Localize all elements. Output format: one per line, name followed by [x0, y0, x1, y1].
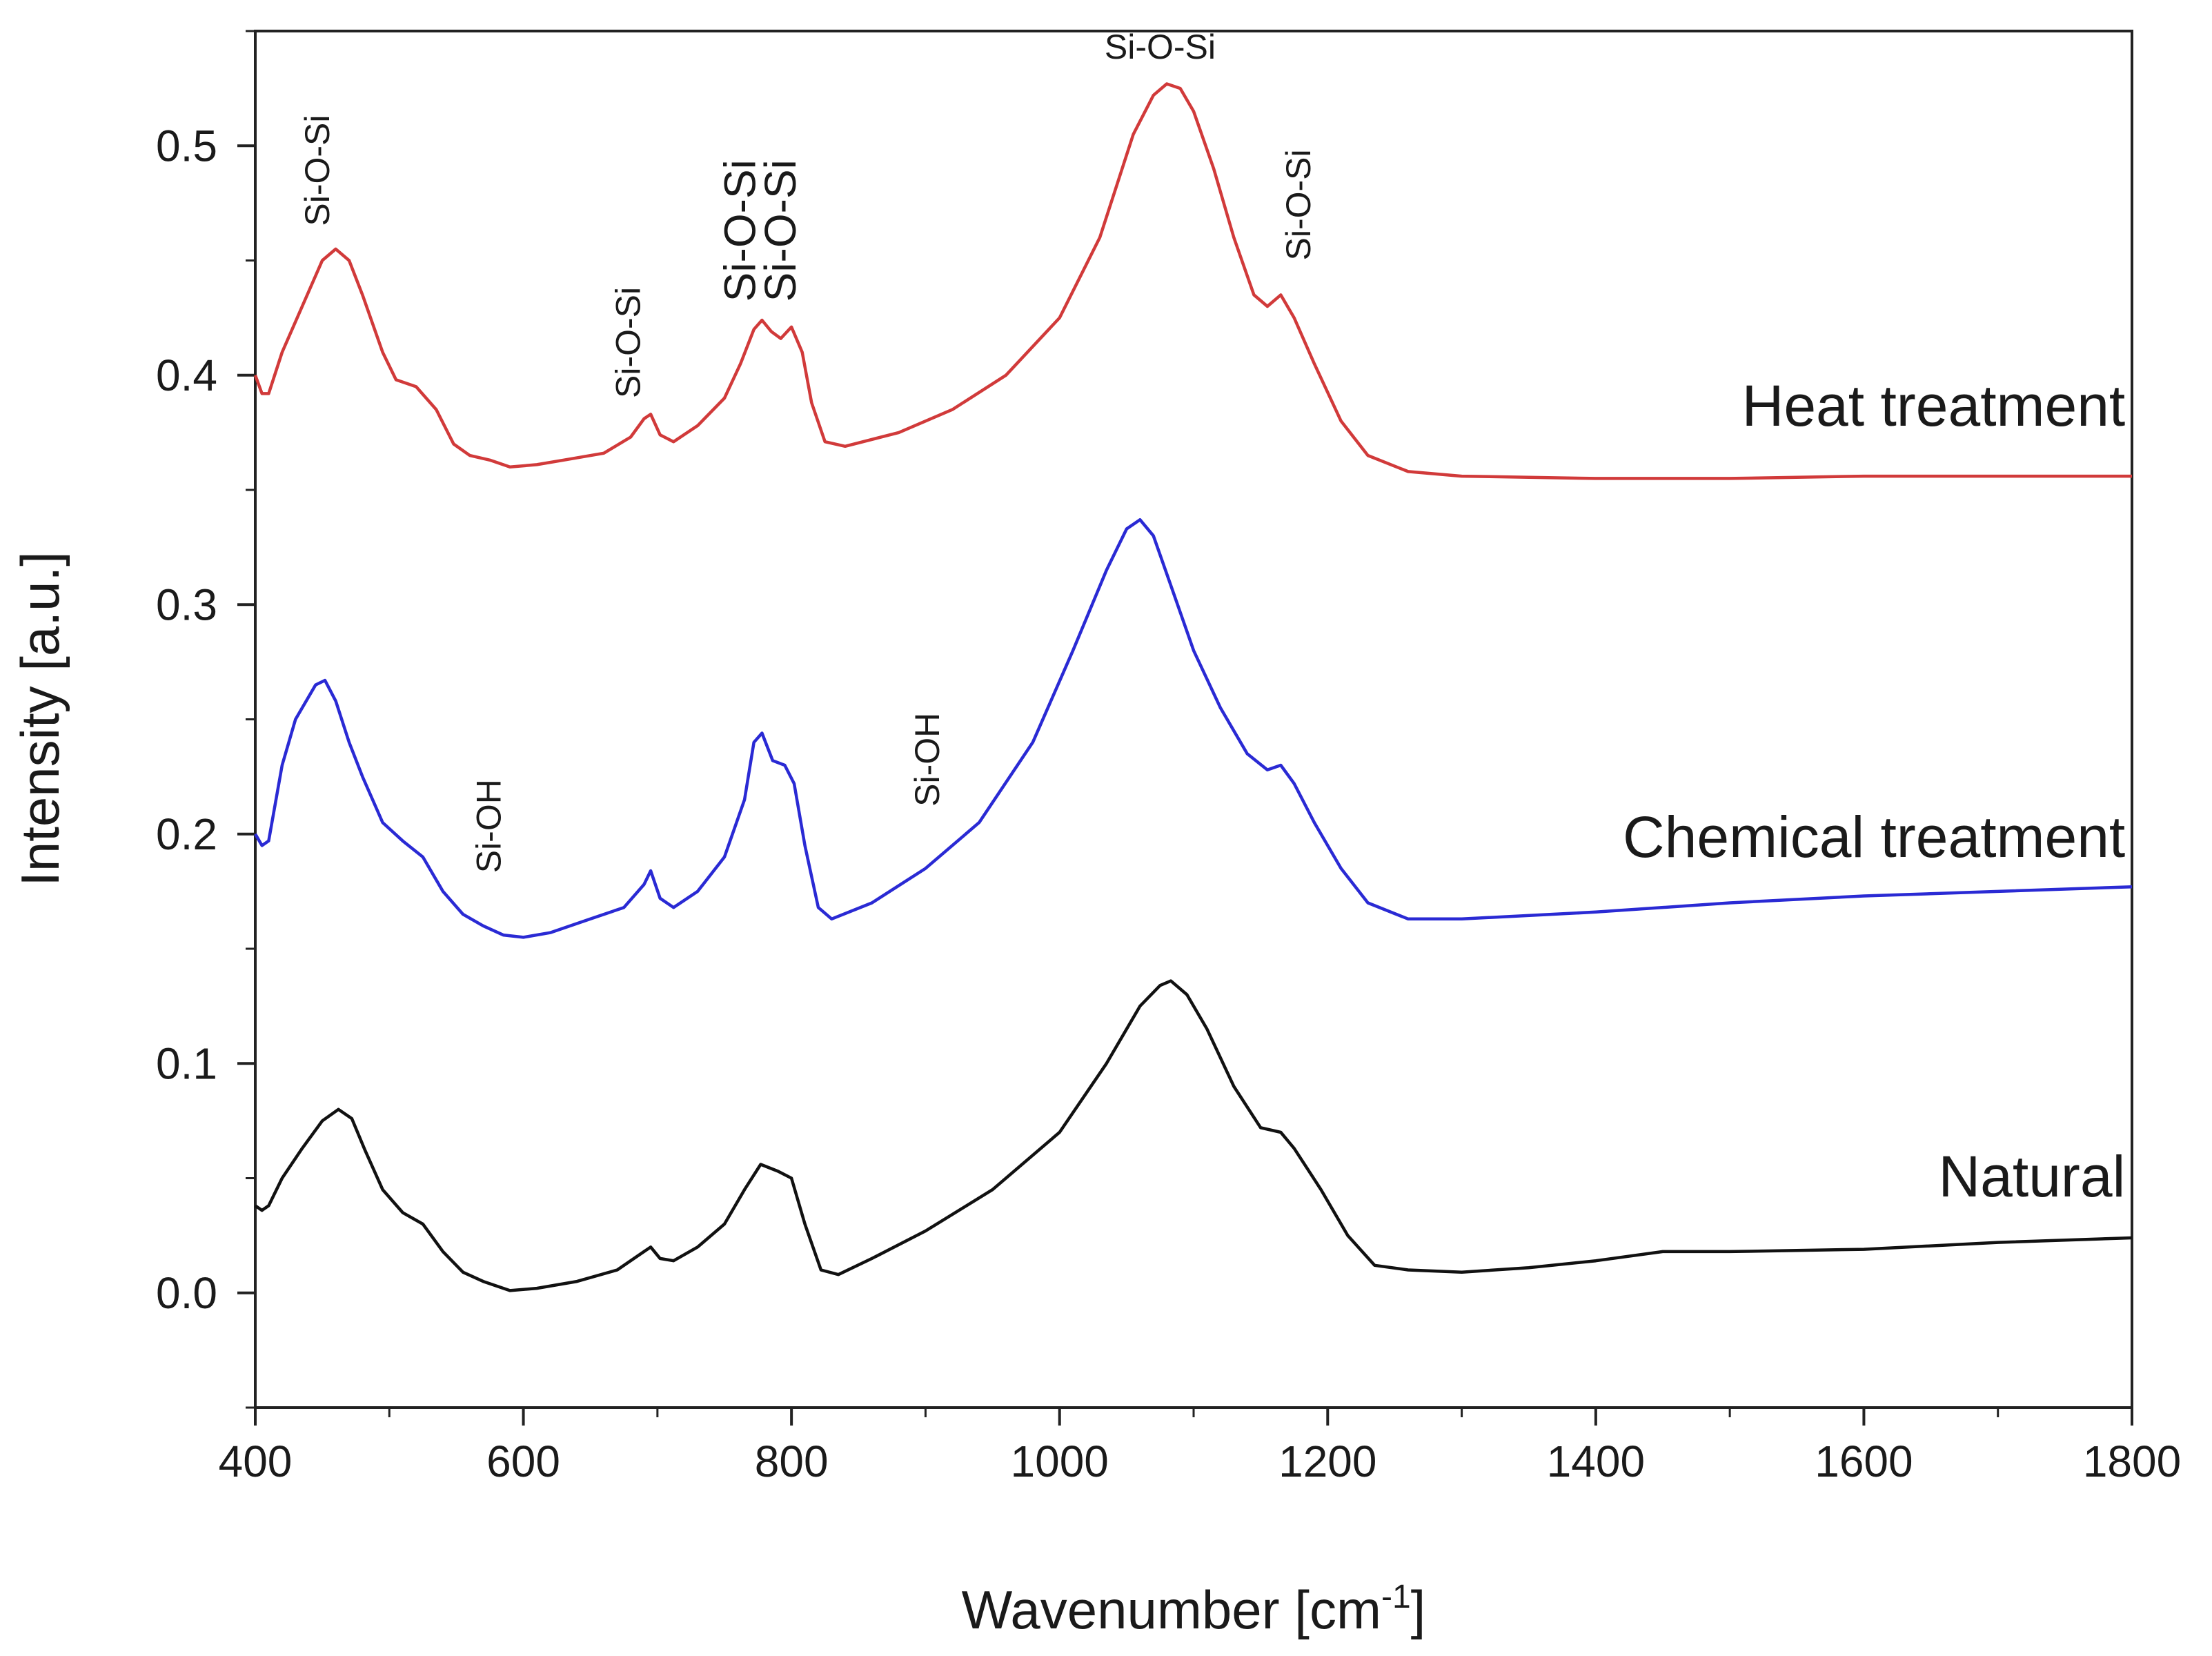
series-label: Heat treatment — [1742, 373, 2126, 438]
axis-ticks: 400 600 800 1000 1200 1400 1600 1800 0.0 0.1 0.2 0.… — [156, 30, 2181, 1486]
x-axis-title-sup: -1 — [1381, 1579, 1411, 1615]
y-tick-label: 0.2 — [156, 809, 217, 859]
y-tick-label: 0.1 — [156, 1038, 217, 1088]
series-line-1 — [254, 518, 2133, 939]
peak-annotation: Si-O-Si — [1279, 149, 1318, 260]
peak-annotation: Si-OH — [908, 713, 947, 807]
peak-annotation: Si-O-Si — [1105, 28, 1216, 66]
y-axis-title: Intensity [a.u.] — [10, 551, 70, 887]
x-tick-label: 800 — [755, 1437, 829, 1486]
peak-annotation: Si-O-Si — [609, 287, 648, 398]
x-tick-label: 1800 — [2083, 1437, 2181, 1486]
y-tick-label: 0.4 — [156, 351, 217, 400]
x-tick-label: 1400 — [1547, 1437, 1645, 1486]
plot-frame — [254, 30, 2133, 1409]
series-label: Chemical treatment — [1623, 805, 2125, 869]
x-tick-label: 1600 — [1815, 1437, 1913, 1486]
series-labels: Heat treatment Chemical treatment Natural — [1623, 373, 2125, 1209]
y-tick-label: 0.5 — [156, 121, 217, 170]
y-tick-label: 0.3 — [156, 580, 217, 629]
x-axis-title-end: ] — [1411, 1579, 1426, 1640]
series-line-2 — [254, 979, 2133, 1292]
x-tick-label: 400 — [219, 1437, 293, 1486]
peak-annotation: Si-O-Si — [298, 115, 337, 226]
peak-annotation: Si-O-Si — [756, 159, 805, 302]
peak-annotation: Si-OH — [470, 779, 508, 873]
x-tick-label: 600 — [486, 1437, 560, 1486]
x-tick-label: 1200 — [1278, 1437, 1376, 1486]
series-line-0 — [253, 82, 2132, 480]
peak-annotation: Si-O-Si — [715, 159, 765, 302]
y-tick-label: 0.0 — [156, 1268, 217, 1318]
series-label: Natural — [1938, 1144, 2125, 1209]
x-axis-title-main: Wavenumber [cm — [962, 1579, 1381, 1640]
x-axis-title: Wavenumber [cm-1] — [962, 1579, 1426, 1640]
series-lines — [253, 82, 2133, 1292]
x-tick-label: 1000 — [1011, 1437, 1109, 1486]
peak-annotations: Si-O-SiSi-O-SiSi-O-SiSi-O-SiSi-O-SiSi-O-… — [298, 28, 1318, 873]
